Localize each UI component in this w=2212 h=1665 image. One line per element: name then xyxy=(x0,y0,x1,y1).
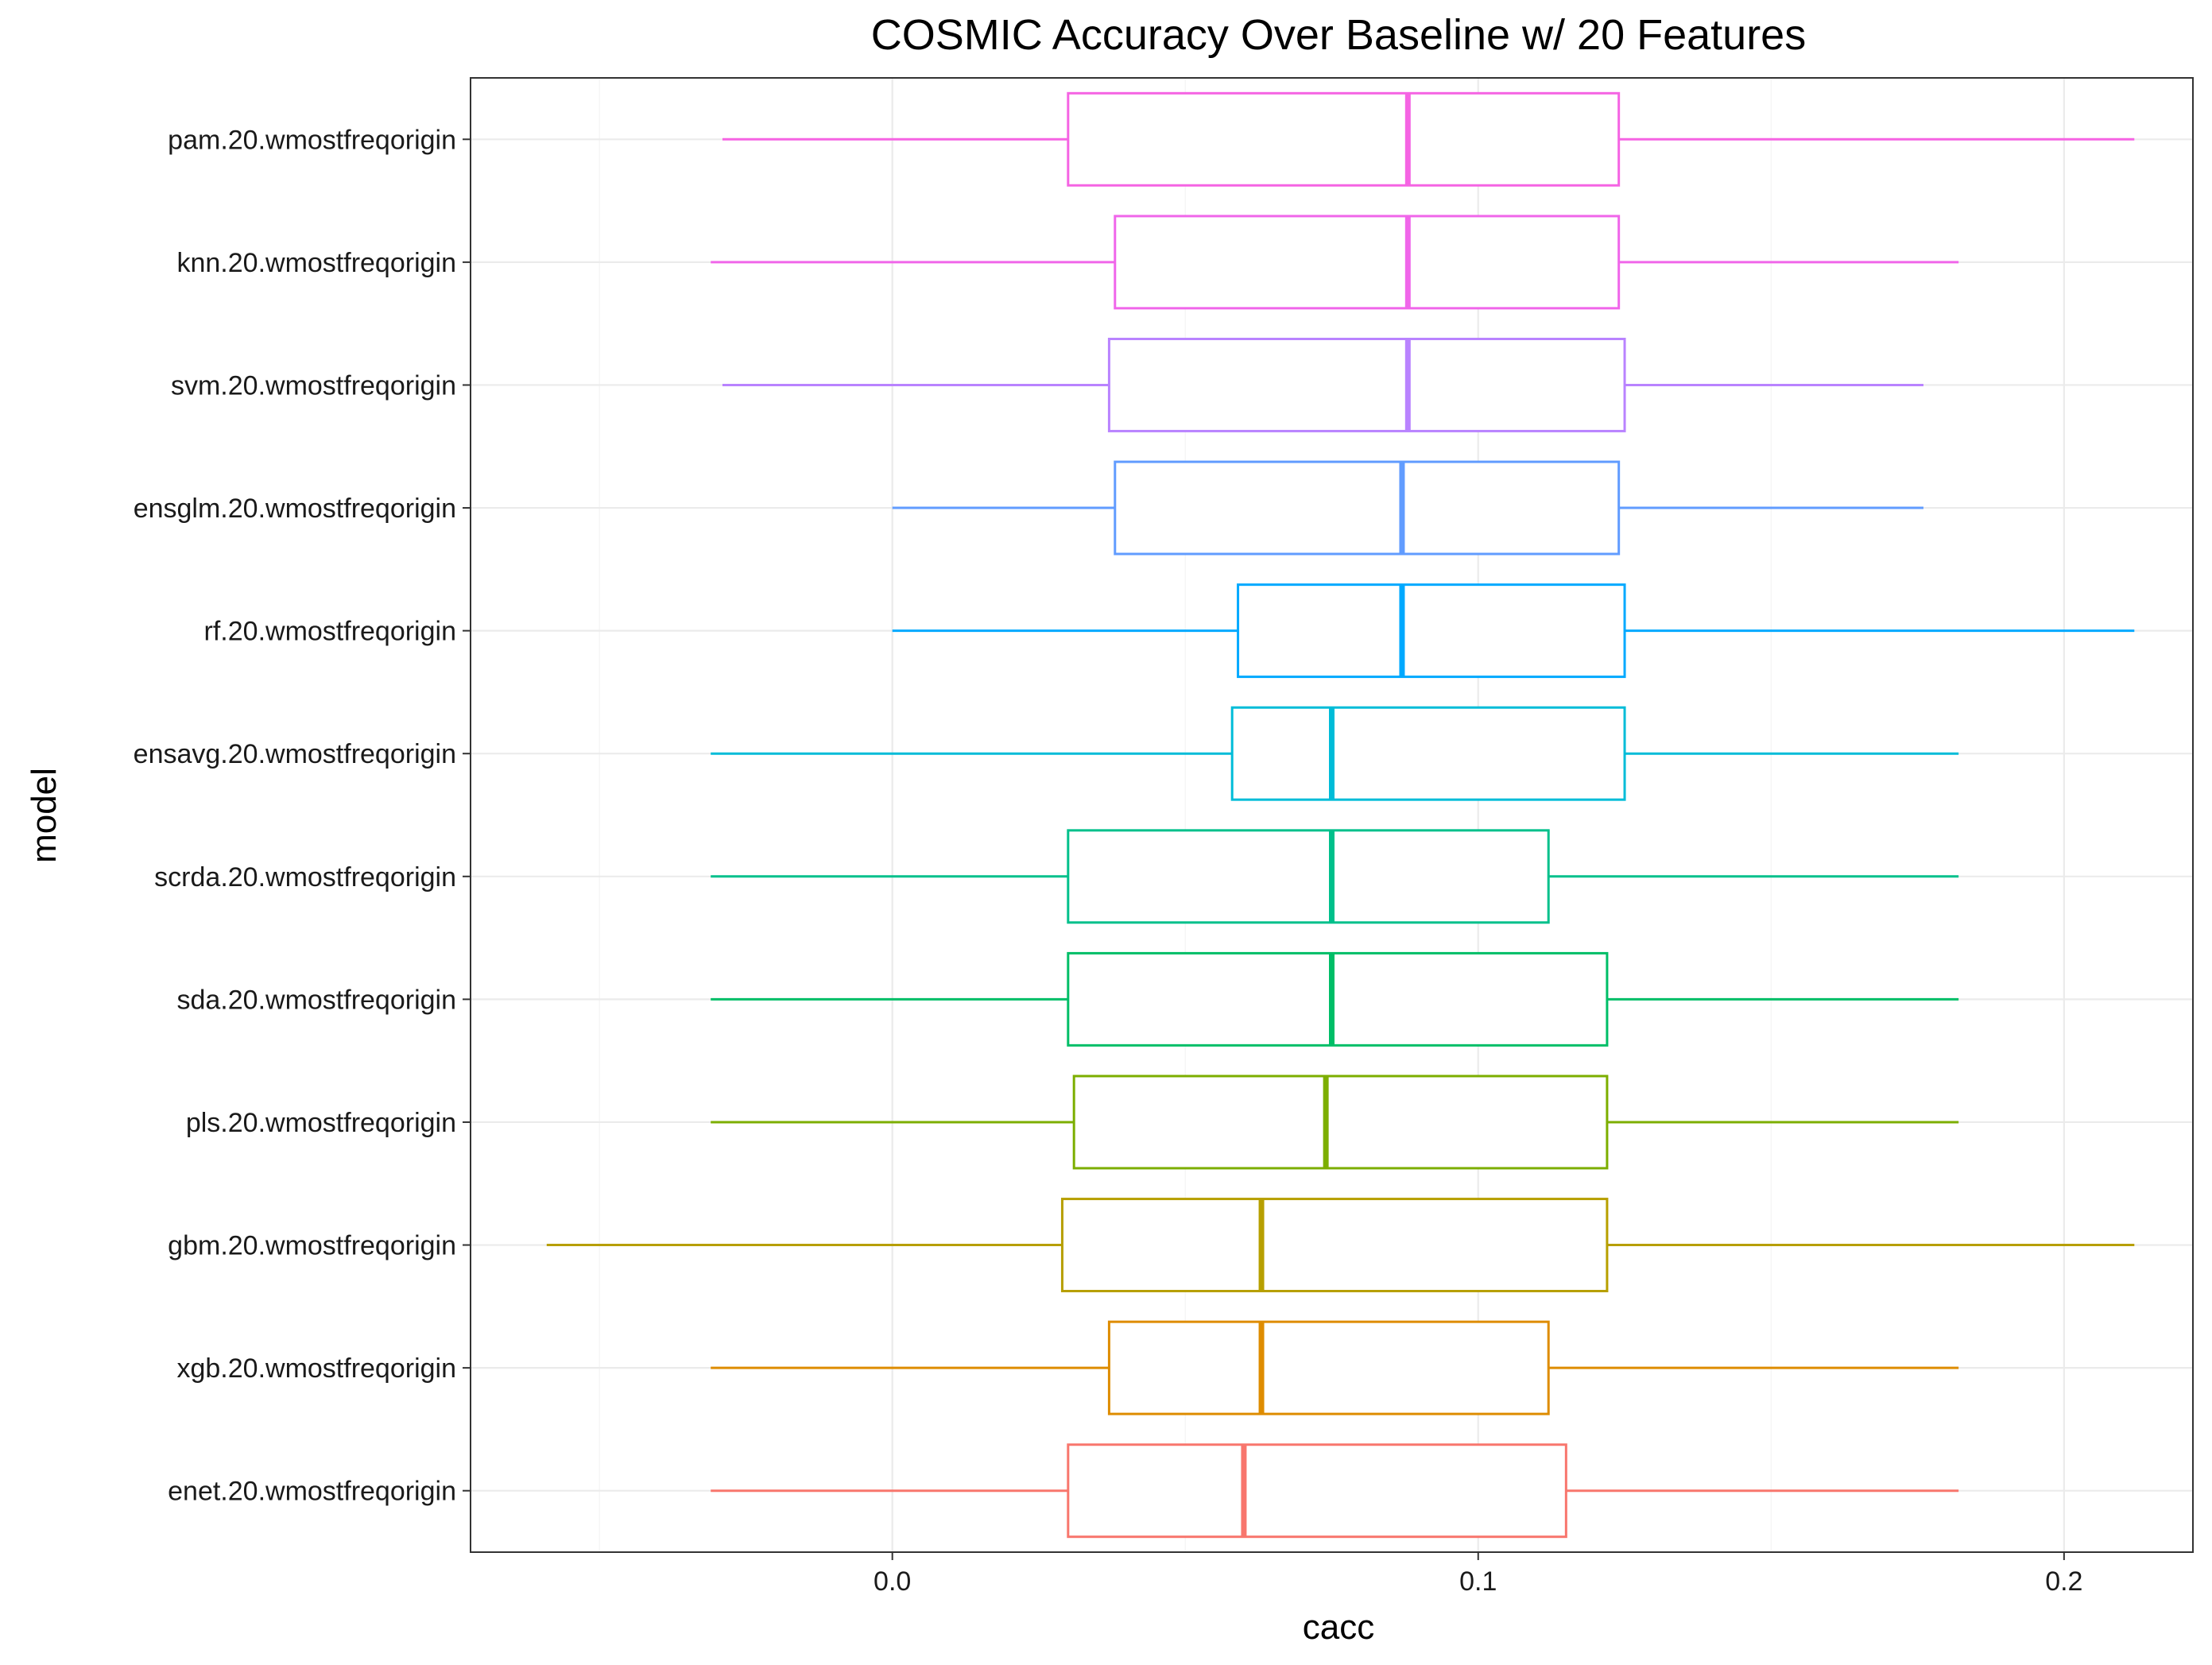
box-pls.20.wmostfreqorigin xyxy=(711,1075,1959,1170)
iqr-box xyxy=(1237,583,1626,679)
x-tick-label: 0.0 xyxy=(874,1566,911,1597)
y-axis-ticks: pam.20.wmostfreqorigin knn.20.wmostfreqor… xyxy=(134,125,471,1507)
y-tick-label: pls.20.wmostfreqorigin xyxy=(186,1108,456,1138)
y-tick-label: ensglm.20.wmostfreqorigin xyxy=(134,494,456,524)
y-tick-label: knn.20.wmostfreqorigin xyxy=(176,248,456,278)
iqr-box xyxy=(1067,829,1550,924)
y-tick-label: ensavg.20.wmostfreqorigin xyxy=(134,739,456,769)
box-scrda.20.wmostfreqorigin xyxy=(711,829,1959,924)
iqr-box xyxy=(1230,706,1626,801)
iqr-box xyxy=(1067,91,1621,187)
box-pam.20.wmostfreqorigin xyxy=(722,91,2135,187)
iqr-box xyxy=(1114,460,1621,556)
iqr-box xyxy=(1067,1443,1567,1539)
y-tick-label: xgb.20.wmostfreqorigin xyxy=(176,1353,456,1384)
y-tick-label: pam.20.wmostfreqorigin xyxy=(168,125,456,155)
plot-panel xyxy=(471,78,2193,1552)
iqr-box xyxy=(1107,1320,1550,1415)
iqr-box xyxy=(1067,951,1609,1047)
box-xgb.20.wmostfreqorigin xyxy=(711,1320,1959,1415)
iqr-box xyxy=(1107,337,1626,432)
chart-title: COSMIC Accuracy Over Baseline w/ 20 Feat… xyxy=(871,11,1806,59)
x-axis-ticks: 0.0 0.1 0.2 xyxy=(874,1552,2082,1597)
iqr-box xyxy=(1060,1198,1609,1293)
box-ensglm.20.wmostfreqorigin xyxy=(892,460,1923,556)
box-gbm.20.wmostfreqorigin xyxy=(546,1198,2135,1293)
box-knn.20.wmostfreqorigin xyxy=(711,215,1959,310)
y-tick-label: svm.20.wmostfreqorigin xyxy=(171,370,456,401)
box-ensavg.20.wmostfreqorigin xyxy=(711,706,1959,801)
boxes xyxy=(546,91,2135,1539)
y-tick-label: rf.20.wmostfreqorigin xyxy=(204,617,456,647)
iqr-box xyxy=(1114,215,1621,310)
y-tick-label: scrda.20.wmostfreqorigin xyxy=(154,862,456,893)
plot-border xyxy=(470,77,2194,1553)
x-tick-label: 0.1 xyxy=(1459,1566,1497,1597)
x-axis-title: cacc xyxy=(1303,1608,1374,1647)
y-axis-title: model xyxy=(25,768,64,863)
box-sda.20.wmostfreqorigin xyxy=(711,951,1959,1047)
x-tick-label: 0.2 xyxy=(2045,1566,2082,1597)
y-tick-label: enet.20.wmostfreqorigin xyxy=(168,1477,456,1507)
box-enet.20.wmostfreqorigin xyxy=(711,1443,1959,1539)
y-tick-label: gbm.20.wmostfreqorigin xyxy=(168,1231,456,1261)
y-tick-label: sda.20.wmostfreqorigin xyxy=(176,985,456,1015)
iqr-box xyxy=(1072,1075,1609,1170)
box-svm.20.wmostfreqorigin xyxy=(722,337,1923,432)
box-rf.20.wmostfreqorigin xyxy=(892,583,2135,679)
